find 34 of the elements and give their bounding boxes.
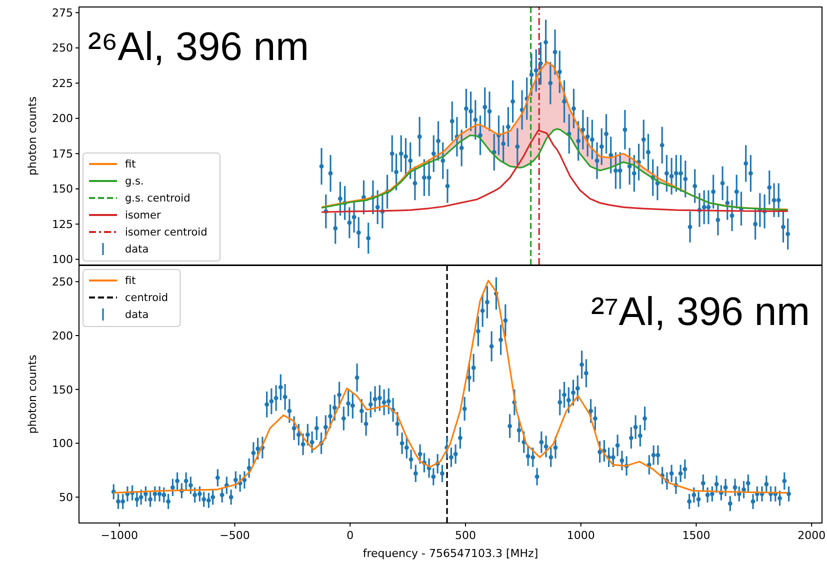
x-tick-label: 2000 [798,529,826,542]
legend-label: data [125,309,149,322]
y-axis-title: photon counts [26,96,39,176]
y-tick-label: 150 [52,182,73,196]
y-tick-label: 50 [59,490,73,504]
x-tick-label: 0 [346,529,354,542]
y-tick-label: 275 [52,6,73,20]
y-tick-label: 200 [52,112,73,126]
legend-label: fit [125,158,136,171]
legend-label: isomer centroid [125,226,208,239]
x-tick-label: 500 [455,529,476,542]
legend-label: g.s. [125,176,144,188]
legend-label: data [125,244,149,256]
y-tick-label: 225 [52,76,73,90]
legend-label: isomer [125,210,162,222]
x-tick-label: −1000 [100,529,138,542]
legend-label: fit [125,275,136,288]
x-tick-label: −500 [220,529,250,542]
y-tick-label: 125 [52,218,73,231]
y-tick-label: 175 [52,147,73,160]
y-tick-label: 250 [52,42,73,55]
y-tick-label: 150 [52,383,73,396]
legend-label: g.s. centroid [125,192,190,205]
annotation: ²⁷Al, 396 nm [590,290,810,334]
x-axis-title: frequency - 756547103.3 [MHz] [362,547,538,560]
y-tick-label: 250 [52,276,73,289]
legend-label: centroid [125,292,168,304]
x-tick-label: 1000 [566,529,595,542]
y-tick-label: 100 [52,253,73,266]
y-tick-label: 100 [52,437,73,450]
y-axis-title: photon counts [26,354,39,434]
x-tick-label: 1500 [682,529,710,542]
y-tick-label: 200 [52,329,73,342]
annotation: ²⁶Al, 396 nm [88,25,309,69]
